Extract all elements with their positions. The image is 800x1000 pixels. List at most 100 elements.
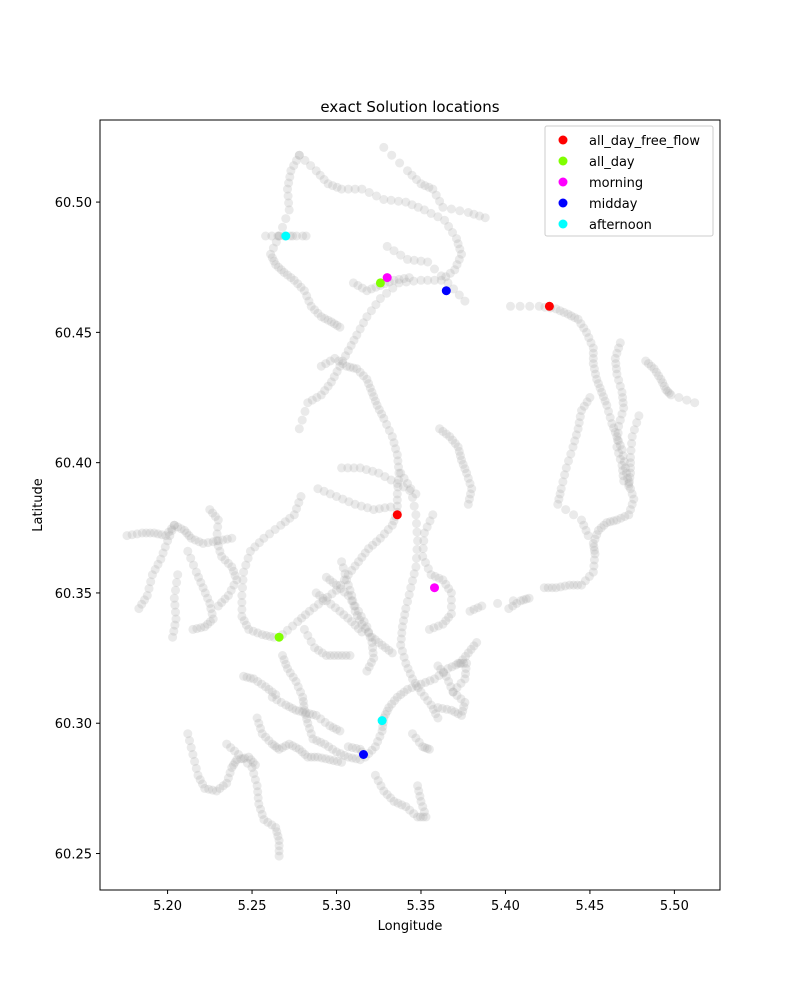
background-point xyxy=(267,253,277,263)
background-point xyxy=(600,396,610,406)
background-point xyxy=(446,705,456,715)
background-point xyxy=(380,503,390,513)
background-point xyxy=(615,415,625,425)
background-point xyxy=(589,545,599,555)
background-point xyxy=(347,617,357,627)
background-point xyxy=(283,664,292,673)
background-point xyxy=(288,231,298,241)
background-point xyxy=(332,320,342,330)
background-point xyxy=(610,427,620,437)
background-point xyxy=(465,479,475,488)
background-point xyxy=(364,628,374,638)
y-tick-label: 60.45 xyxy=(55,326,92,341)
background-point xyxy=(237,591,247,600)
background-point xyxy=(382,288,392,298)
background-point xyxy=(256,723,265,733)
background-point xyxy=(360,548,370,558)
background-point xyxy=(176,524,186,534)
background-point xyxy=(627,489,637,499)
background-point xyxy=(257,630,267,640)
background-point xyxy=(396,634,406,644)
background-point xyxy=(420,181,430,191)
background-point xyxy=(615,440,625,450)
background-point xyxy=(450,265,460,275)
x-axis: 5.20 5.25 5.30 5.35 5.40 5.45 5.50 xyxy=(153,890,689,914)
background-point xyxy=(436,664,446,674)
background-point xyxy=(153,529,163,539)
background-point xyxy=(386,475,396,485)
background-point xyxy=(182,528,192,538)
background-point xyxy=(403,684,412,694)
background-point xyxy=(589,364,599,374)
background-point xyxy=(459,702,469,712)
background-point xyxy=(271,823,281,832)
background-point xyxy=(297,747,307,757)
background-point xyxy=(320,739,330,749)
background-point xyxy=(367,632,377,642)
background-point xyxy=(343,463,353,473)
background-point xyxy=(157,530,167,540)
background-point xyxy=(315,170,325,180)
background-point xyxy=(326,317,336,327)
background-point xyxy=(191,763,201,773)
background-point xyxy=(372,537,381,547)
background-point xyxy=(618,398,628,408)
background-point xyxy=(521,594,531,604)
background-point xyxy=(170,600,180,610)
background-point xyxy=(298,697,308,706)
background-point xyxy=(351,754,361,764)
background-point xyxy=(362,286,372,296)
solution-point-afternoon xyxy=(377,716,387,726)
background-point xyxy=(515,301,525,311)
background-point xyxy=(253,787,263,797)
background-point xyxy=(141,528,151,538)
y-tick-label: 60.25 xyxy=(55,848,92,863)
background-point xyxy=(267,739,277,749)
background-point xyxy=(394,196,403,206)
background-point xyxy=(213,536,223,546)
background-point xyxy=(597,387,607,397)
background-point xyxy=(304,296,314,306)
background-point xyxy=(397,622,407,632)
background-point xyxy=(422,743,432,753)
background-point xyxy=(439,668,448,678)
background-point xyxy=(433,703,443,713)
background-point xyxy=(301,610,310,620)
background-point xyxy=(589,542,599,552)
background-point xyxy=(223,591,233,600)
background-point xyxy=(348,363,358,373)
background-point xyxy=(170,620,180,630)
background-point xyxy=(203,593,213,603)
background-point xyxy=(281,659,291,669)
background-point xyxy=(337,557,347,567)
background-point xyxy=(582,327,591,337)
background-point xyxy=(451,660,461,670)
background-point xyxy=(323,592,332,602)
background-point xyxy=(210,512,220,521)
background-point xyxy=(308,710,318,719)
background-point xyxy=(459,658,469,668)
background-point xyxy=(309,603,319,613)
background-point xyxy=(396,250,406,260)
solution-point-all-day xyxy=(274,632,284,642)
background-point xyxy=(190,535,200,545)
background-point xyxy=(264,684,274,694)
background-point xyxy=(359,318,368,328)
background-point xyxy=(343,752,353,762)
background-point xyxy=(190,756,200,766)
background-point xyxy=(213,601,223,611)
background-point xyxy=(460,674,470,684)
background-point xyxy=(614,436,624,446)
background-point xyxy=(419,536,429,546)
background-point xyxy=(596,523,606,533)
background-point xyxy=(359,371,368,381)
background-point xyxy=(435,196,445,206)
background-point xyxy=(294,150,304,160)
background-point xyxy=(171,585,180,595)
background-point xyxy=(387,699,397,709)
plot-frame xyxy=(99,119,721,891)
background-point xyxy=(428,184,438,194)
background-point xyxy=(213,541,223,551)
background-point xyxy=(261,732,271,742)
background-point xyxy=(392,489,402,499)
